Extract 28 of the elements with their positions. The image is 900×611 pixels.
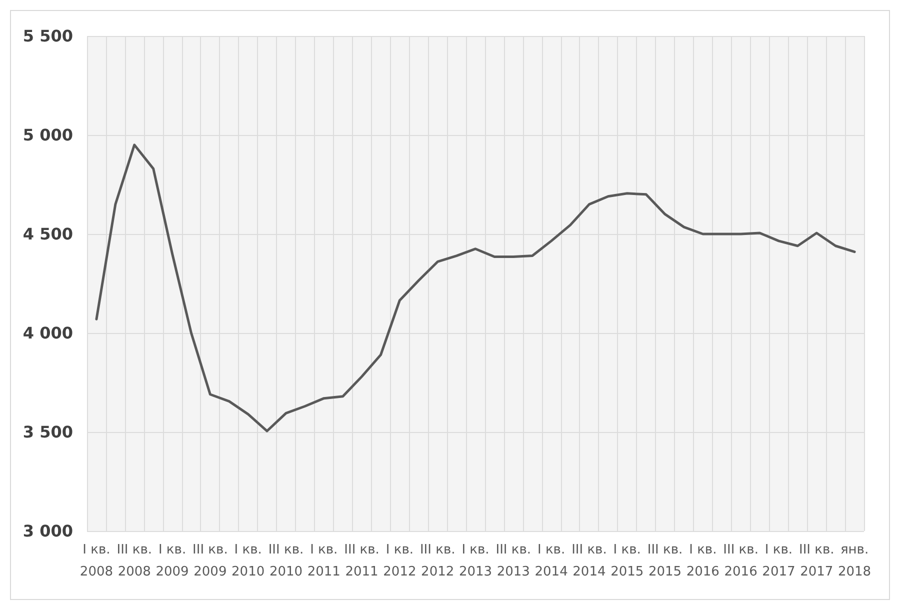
x-tick-label: I кв. 2016 — [686, 542, 720, 580]
line-series — [95, 144, 856, 432]
x-tick-label: I кв. 2013 — [458, 542, 492, 580]
x-tick-label: I кв. 2009 — [156, 542, 189, 580]
x-tick-label: I кв. 2012 — [383, 542, 416, 580]
x-tick-label: III кв. 2013 — [496, 542, 532, 580]
x-tick-label: III кв. 2012 — [420, 542, 456, 580]
x-tick-label: I кв. 2017 — [762, 542, 796, 580]
x-tick-label: III кв. 2015 — [647, 542, 683, 580]
x-tick-label: III кв. 2014 — [572, 542, 607, 580]
x-tick-label: III кв. 2017 — [798, 542, 834, 580]
x-tick-label: янв. 2018 — [838, 542, 872, 580]
x-tick-label: I кв. 2010 — [232, 542, 265, 580]
x-tick-label: I кв. 2011 — [307, 542, 340, 580]
y-tick-label: 4 000 — [22, 324, 73, 342]
y-tick-label: 5 500 — [22, 26, 73, 46]
x-tick-label: III кв. 2011 — [344, 542, 380, 580]
y-tick-label: 4 500 — [22, 224, 73, 244]
y-tick-label: 3 000 — [22, 522, 73, 540]
y-tick-label: 3 500 — [22, 422, 73, 442]
x-tick-label: III кв. 2009 — [192, 542, 228, 580]
x-tick-label: III кв. 2010 — [268, 542, 304, 580]
x-tick-label: I кв. 2014 — [534, 542, 568, 580]
x-tick-label: I кв. 2015 — [610, 542, 644, 580]
y-tick-label: 5 000 — [22, 126, 73, 144]
x-tick-label: III кв. 2008 — [116, 542, 152, 580]
x-tick-label: I кв. 2008 — [80, 542, 114, 580]
x-tick-label: III кв. 2016 — [723, 542, 758, 580]
